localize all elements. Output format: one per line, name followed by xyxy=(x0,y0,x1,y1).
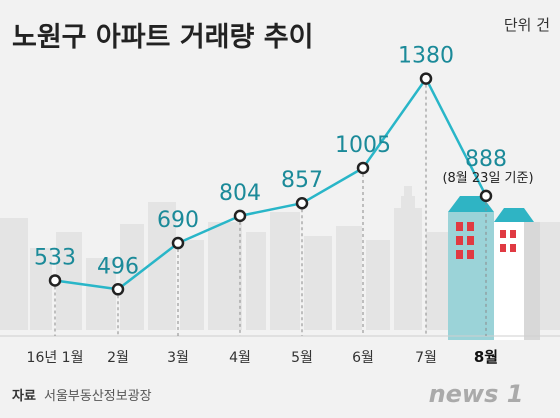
x-tick-label: 16년 1월 xyxy=(27,350,84,366)
data-point xyxy=(233,209,247,223)
source-text: 서울부동산정보광장 xyxy=(44,389,152,404)
value-label: 1380 xyxy=(398,44,454,69)
data-point xyxy=(48,274,62,287)
data-point xyxy=(295,196,309,210)
value-label: 690 xyxy=(157,208,199,233)
x-tick-label: 4월 xyxy=(229,350,251,366)
data-point xyxy=(479,189,493,203)
drop-lines xyxy=(54,78,487,336)
value-label: 496 xyxy=(97,254,139,279)
x-tick-label: 7월 xyxy=(415,350,437,366)
building-white xyxy=(494,222,524,340)
building-teal-windows xyxy=(456,222,474,259)
building-white-side xyxy=(524,222,540,340)
value-label: 857 xyxy=(281,168,323,193)
highlight-building-group xyxy=(448,196,540,340)
value-label: 804 xyxy=(219,181,261,206)
series-line xyxy=(54,77,488,291)
x-tick-label: 5월 xyxy=(291,350,313,366)
value-label: 888 xyxy=(465,147,507,172)
x-axis-ticks: 16년 1월 2월 3월 4월 5월 6월 7월 8월 xyxy=(27,348,499,366)
building-white-roof xyxy=(494,208,534,222)
data-points xyxy=(48,72,493,296)
source-label: 자료 xyxy=(12,389,36,404)
x-tick-label: 6월 xyxy=(352,350,374,366)
building-teal xyxy=(448,212,494,340)
value-label: 533 xyxy=(34,245,76,270)
news1-logo: news 1 xyxy=(429,380,524,408)
value-labels: 533 496 690 804 857 1005 1380 888 xyxy=(34,44,507,280)
value-label: 1005 xyxy=(335,133,391,158)
data-point xyxy=(171,236,185,250)
data-point xyxy=(356,161,370,175)
data-point xyxy=(419,72,433,85)
x-tick-label: 3월 xyxy=(167,350,189,366)
x-tick-label: 8월 xyxy=(474,348,498,366)
chart-title: 노원구 아파트 거래량 추이 xyxy=(12,22,313,53)
annotation-note: (8월 23일 기준) xyxy=(442,171,533,186)
unit-label: 단위 건 xyxy=(504,16,550,34)
data-point xyxy=(111,283,125,296)
building-white-windows xyxy=(500,230,516,252)
x-tick-label: 2월 xyxy=(107,350,129,366)
